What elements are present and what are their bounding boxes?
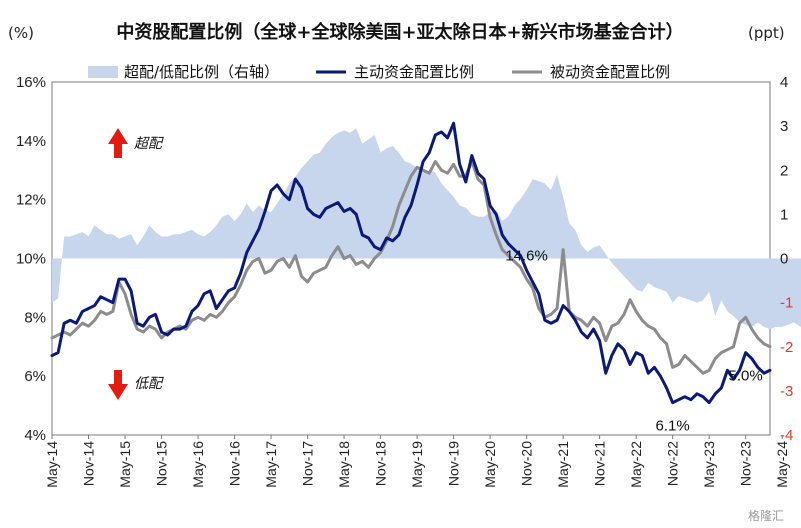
x-tick-label: May-14 — [44, 441, 60, 488]
x-tick-label: May-24 — [774, 441, 790, 488]
overweight-arrow-icon — [108, 128, 128, 158]
left-y-tick-label: 6% — [24, 368, 46, 385]
active-allocation-line — [50, 121, 772, 405]
left-y-tick-label: 8% — [24, 309, 46, 326]
chart-title: 中资股配置比例（全球+全球除美国+亚太除日本+新兴市场基金合计） — [116, 21, 683, 43]
x-tick-label: Nov-18 — [373, 441, 389, 486]
left-y-tick-label: 14% — [16, 133, 46, 150]
left-y-tick-label: 12% — [16, 192, 46, 209]
x-tick-label: Nov-19 — [446, 441, 462, 486]
underweight-arrow-icon — [108, 370, 128, 400]
overweight-underweight-area — [52, 128, 801, 330]
right-y-tick-label: 4 — [780, 74, 788, 91]
x-tick-label: Nov-23 — [738, 441, 754, 486]
left-y-tick-label: 16% — [16, 74, 46, 91]
underweight-label: 低配 — [134, 376, 164, 392]
plot-area: 4% 6% 8% 10% 12% 14% 16% -4 -3 -2 -1 0 1 2 3 4 May-14 Nov… — [16, 74, 801, 488]
x-tick-label: Nov-15 — [154, 441, 170, 486]
right-y-tick-label: -3 — [780, 383, 793, 400]
legend-area-swatch — [88, 66, 118, 78]
x-tick-label: May-23 — [701, 441, 717, 488]
x-tick-label: May-18 — [336, 441, 352, 488]
x-tick-label: Nov-20 — [519, 441, 535, 486]
left-axis-unit: (%) — [8, 24, 34, 42]
value-annotation: 14.6% — [505, 247, 548, 264]
right-y-tick-label: 0 — [780, 251, 788, 268]
value-annotation: 5.0% — [729, 368, 763, 385]
value-annotation: 6.1% — [656, 418, 690, 435]
right-axis-unit: (ppt) — [748, 24, 785, 42]
x-tick-label: Nov-21 — [592, 441, 608, 486]
x-tick-label: May-22 — [628, 441, 644, 488]
x-tick-label: May-15 — [117, 441, 133, 488]
legend-passive-label: 被动资金配置比例 — [550, 63, 670, 81]
x-tick-label: Nov-14 — [81, 441, 97, 486]
right-y-tick-label: -4 — [780, 427, 793, 444]
overweight-label: 超配 — [134, 136, 164, 152]
x-tick-label: Nov-16 — [227, 441, 243, 486]
x-tick-label: May-16 — [190, 441, 206, 488]
right-y-tick-label: 3 — [780, 118, 788, 135]
x-tick-label: Nov-22 — [665, 441, 681, 486]
left-y-tick-label: 4% — [24, 427, 46, 444]
x-tick-label: May-21 — [555, 441, 571, 488]
x-tick-label: May-19 — [409, 441, 425, 488]
right-y-tick-label: 2 — [780, 162, 788, 179]
legend: 超配/低配比例（右轴） 主动资金配置比例 被动资金配置比例 — [88, 63, 670, 81]
watermark-text: 格隆汇 — [748, 508, 784, 523]
right-y-tick-label: 1 — [780, 206, 788, 223]
right-y-tick-label: -1 — [780, 295, 793, 312]
legend-active-label: 主动资金配置比例 — [354, 63, 474, 81]
right-y-tick-label: -2 — [780, 339, 793, 356]
x-tick-label: Nov-17 — [300, 441, 316, 486]
left-y-tick-label: 10% — [16, 251, 46, 268]
x-tick-label: May-17 — [263, 441, 279, 488]
legend-area-label: 超配/低配比例（右轴） — [124, 63, 279, 81]
side-annotations: 超配 低配 — [108, 128, 164, 400]
x-tick-label: May-20 — [482, 441, 498, 488]
